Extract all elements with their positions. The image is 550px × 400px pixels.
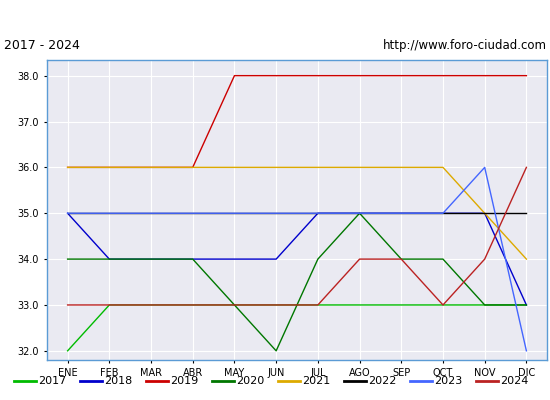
Text: 2017: 2017	[39, 376, 67, 386]
Text: 2018: 2018	[104, 376, 133, 386]
Text: 2017 - 2024: 2017 - 2024	[4, 39, 80, 52]
Text: 2020: 2020	[236, 376, 265, 386]
Text: 2023: 2023	[434, 376, 463, 386]
Text: 2024: 2024	[500, 376, 529, 386]
Text: 2021: 2021	[302, 376, 331, 386]
Text: http://www.foro-ciudad.com: http://www.foro-ciudad.com	[383, 39, 547, 52]
Text: 2019: 2019	[170, 376, 199, 386]
Text: Evolucion num de emigrantes en Belvís de Monroy: Evolucion num de emigrantes en Belvís de…	[81, 8, 469, 24]
Text: 2022: 2022	[368, 376, 397, 386]
